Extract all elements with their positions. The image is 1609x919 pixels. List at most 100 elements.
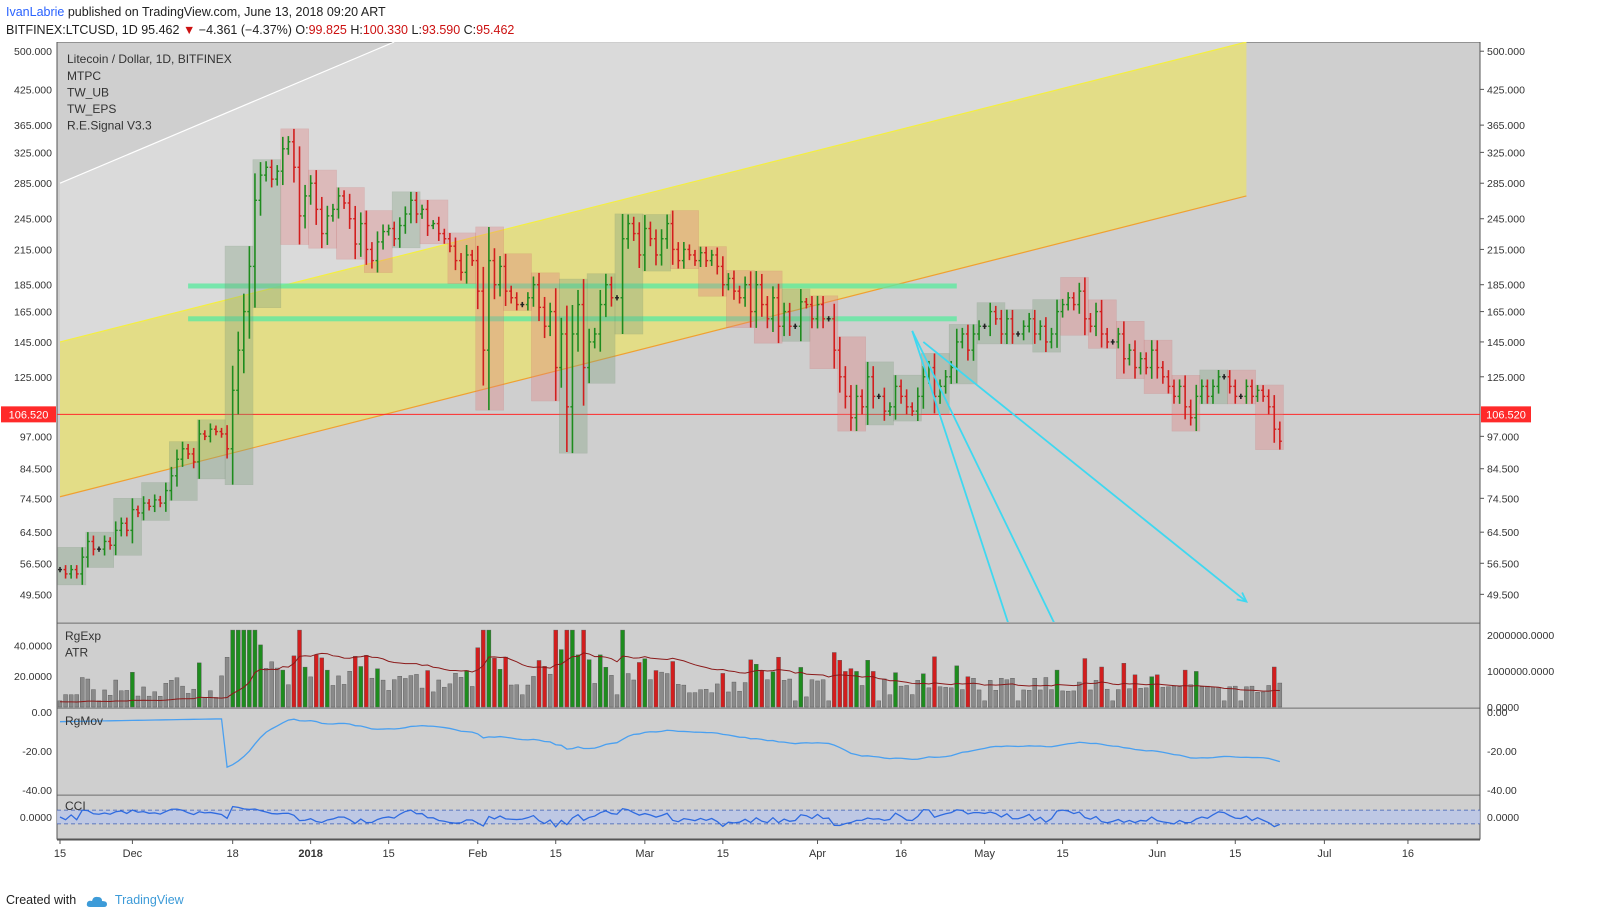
volume-bar — [854, 671, 859, 708]
volume-bar — [208, 690, 213, 708]
volume-bar — [642, 658, 648, 708]
price-tick-right: 185.000 — [1487, 280, 1525, 292]
volume-bar — [1032, 678, 1037, 708]
price-tick-left: 500.000 — [14, 46, 52, 58]
change-value: −4.361 (−4.37%) — [198, 23, 292, 37]
rgmov-tick-left: -20.00 — [22, 746, 52, 758]
channel-outer-line — [59, 42, 395, 184]
volume-bar — [135, 695, 141, 708]
author-link[interactable]: IvanLabrie — [6, 5, 65, 19]
volume-bar — [308, 676, 313, 708]
volume-bar — [954, 665, 959, 708]
volume-bar — [241, 629, 247, 708]
volume-bar — [843, 671, 848, 708]
price-tick-right: 84.500 — [1487, 464, 1519, 476]
volume-bar — [1199, 686, 1205, 708]
volume-bar — [781, 680, 787, 708]
cci-tick-left: 0.0000 — [20, 812, 52, 824]
price-tick-right: 125.000 — [1487, 372, 1525, 384]
volume-bar — [269, 661, 274, 708]
volume-bar — [1266, 685, 1271, 708]
volume-bar — [1216, 687, 1221, 708]
volume-bar — [960, 689, 965, 708]
volume-bar — [119, 690, 124, 708]
cci-tick-right: 0.0000 — [1487, 812, 1519, 824]
volume-bar — [1249, 685, 1255, 708]
plot-frame — [56, 42, 1481, 840]
volume-bar — [291, 655, 297, 708]
volume-bar — [419, 687, 425, 708]
volume-bar — [408, 675, 414, 708]
volume-bar — [325, 669, 330, 708]
time-tick-label: Mar — [635, 848, 654, 860]
volume-bar — [547, 673, 553, 708]
time-tick-label: 16 — [895, 848, 907, 860]
price-tick-right: 97.000 — [1487, 431, 1519, 443]
volume-pane-label: RgExp — [65, 629, 101, 643]
volume-bar — [804, 696, 809, 708]
volume-tick-right: 0.0000 — [1487, 702, 1519, 714]
volume-bar — [1143, 687, 1149, 708]
volume-bar — [620, 629, 625, 708]
support-band — [188, 283, 957, 289]
volume-bar — [185, 693, 191, 708]
volume-bar — [386, 690, 391, 708]
volume-bar — [709, 692, 714, 708]
volume-bar — [609, 675, 614, 708]
volume-bar — [1149, 676, 1154, 708]
volume-bar — [91, 689, 96, 708]
current-price-badge — [1481, 406, 1531, 423]
volume-bar — [1272, 666, 1277, 708]
volume-bar — [319, 657, 324, 708]
volume-bar — [809, 679, 815, 708]
rgmov-tick-right: -40.00 — [1487, 785, 1517, 797]
volume-bar — [197, 662, 202, 708]
volume-bar — [586, 659, 592, 708]
price-tick-right: 285.000 — [1487, 178, 1525, 190]
price-tick-left: 145.000 — [14, 337, 52, 349]
volume-pane-label: ATR — [65, 646, 88, 660]
volume-bar — [937, 686, 943, 708]
volume-bar — [1043, 677, 1049, 708]
volume-bar — [158, 696, 163, 708]
volume-bar — [392, 679, 397, 708]
volume-bar — [442, 686, 447, 708]
volume-bar — [1171, 685, 1177, 708]
atr-line — [59, 652, 1280, 703]
volume-bar — [1138, 688, 1143, 708]
tradingview-brand[interactable]: TradingView — [114, 893, 184, 907]
rgmov-tick-right: -20.00 — [1487, 746, 1517, 758]
volume-bar — [330, 685, 336, 708]
volume-bar — [163, 683, 169, 708]
volume-bar — [820, 679, 826, 708]
volume-bar — [826, 700, 831, 708]
price-tick-left: 97.000 — [20, 431, 52, 443]
volume-bar — [793, 700, 798, 708]
volume-bar — [1088, 689, 1093, 708]
volume-bar — [832, 652, 837, 708]
volume-bar — [971, 678, 976, 708]
volume-tick-left: 40.0000 — [14, 640, 52, 652]
down-arrow-icon: ▼ — [182, 23, 196, 37]
price-layer — [57, 42, 1480, 622]
volume-bar — [492, 657, 497, 708]
price-tick-left: 64.500 — [20, 527, 52, 539]
volume-bar — [224, 657, 230, 708]
volume-bar — [124, 690, 130, 708]
time-tick-label: 16 — [1402, 848, 1414, 860]
volume-bar — [865, 660, 870, 708]
rgmov-line — [59, 718, 1281, 769]
volume-bar — [380, 679, 386, 708]
volume-bar — [703, 689, 709, 708]
volume-bar — [469, 686, 475, 708]
volume-bar — [742, 682, 748, 708]
volume-bar — [525, 684, 531, 708]
trend-ray — [922, 341, 1247, 603]
volume-bar — [754, 664, 759, 708]
channel-lower-line — [59, 195, 1247, 498]
volume-bar — [514, 684, 519, 708]
volume-bar — [815, 680, 820, 708]
chart-canvas[interactable]: 500.000 500.000 425.000 425.000 365.000 365.0… — [0, 42, 1609, 892]
volume-bar — [74, 694, 79, 708]
volume-bar — [770, 671, 776, 708]
